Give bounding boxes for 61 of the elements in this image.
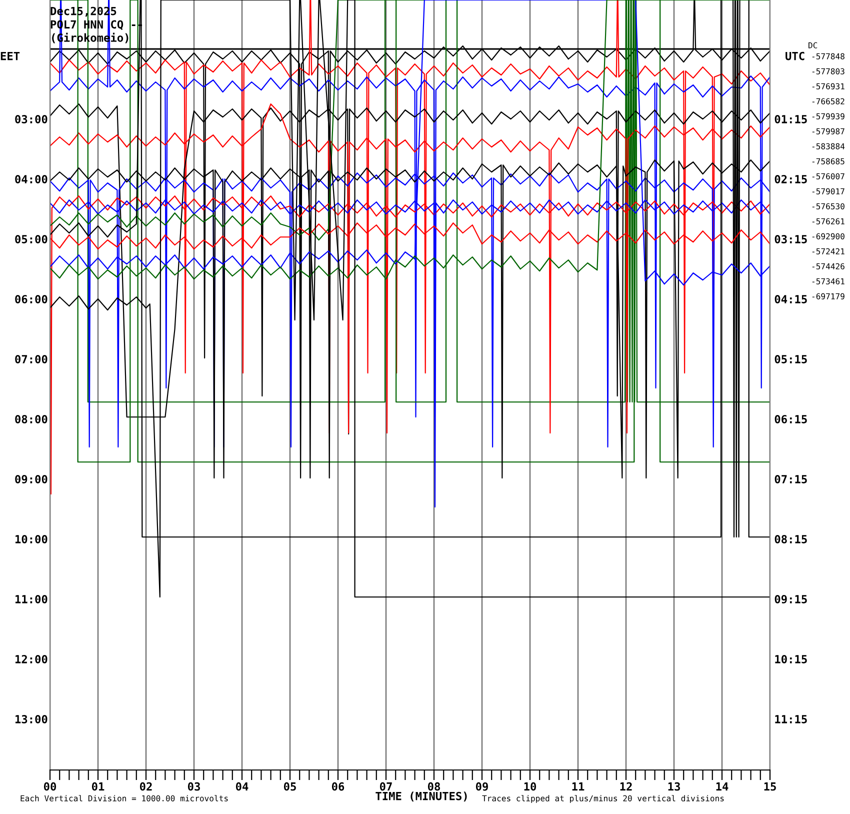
y-tick-label: 09:00 xyxy=(15,474,48,484)
x-tick-label: 05 xyxy=(284,782,296,791)
x-tick-label: 04 xyxy=(236,782,248,791)
x-tick-label: 14 xyxy=(716,782,728,791)
y2-tick-label: 08:15 xyxy=(774,534,807,544)
y-tick-label: 06:00 xyxy=(15,294,48,304)
text: -576261 xyxy=(812,218,844,224)
text: -583884 xyxy=(812,143,845,150)
y-tick-label: 03:00 xyxy=(15,114,48,124)
y2-tick-label: 06:15 xyxy=(774,414,807,424)
x-tick-label: 00 xyxy=(44,782,56,791)
text: -576007 xyxy=(812,173,844,180)
x-tick-label: 03 xyxy=(188,782,200,791)
text: -579017 xyxy=(812,188,844,194)
text: -576530 xyxy=(812,203,844,210)
y2-tick-label: 02:15 xyxy=(774,174,807,184)
x-tick-label: 06 xyxy=(332,782,344,791)
y-tick-label: 11:00 xyxy=(15,594,48,604)
text: -573461 xyxy=(812,278,844,284)
y2-tick-label: 10:15 xyxy=(775,654,807,664)
y2-tick-label: 03:15 xyxy=(774,234,807,244)
y2-tick-label: 11:15 xyxy=(775,715,807,724)
y-tick-label: 13:00 xyxy=(15,714,48,724)
y2-tick-label: 04:15 xyxy=(774,294,807,304)
x-tick-label: 09 xyxy=(476,782,488,791)
x-axis-title: TIME (MINUTES) xyxy=(376,792,467,802)
x-tick-label: 08 xyxy=(428,782,440,791)
y-tick-label: 08:00 xyxy=(15,414,48,424)
y2-tick-label: 09:15 xyxy=(774,594,807,604)
x-tick-label: 10 xyxy=(524,782,536,791)
x-tick-label: 02 xyxy=(140,782,152,791)
y-axis-title: EET xyxy=(0,52,20,60)
x-tick-label: 07 xyxy=(380,782,392,791)
x-tick-label: 15 xyxy=(764,782,776,791)
text: -576931 xyxy=(812,83,844,90)
text: Each Vertical Division = 1000.00 microvolts xyxy=(20,795,228,802)
y-tick-label: 04:00 xyxy=(15,174,48,184)
text: -579987 xyxy=(812,128,844,134)
y2-axis-title: UTC xyxy=(786,52,804,60)
text: -697179 xyxy=(812,293,844,300)
text: DC xyxy=(808,42,818,48)
y2-tick-label: 05:15 xyxy=(774,354,807,364)
text: Traces clipped at plus/minus 20 vertical divisions xyxy=(482,795,724,803)
y-tick-label: 05:00 xyxy=(15,234,48,244)
y-tick-label: 07:00 xyxy=(15,354,48,364)
text: -579939 xyxy=(812,113,844,120)
x-tick-label: 13 xyxy=(668,782,680,791)
y2-tick-label: 01:15 xyxy=(774,114,807,124)
text: -766582 xyxy=(812,98,844,104)
y-tick-label: 12:00 xyxy=(15,654,48,664)
text: -692900 xyxy=(812,233,844,240)
text: -577848 xyxy=(812,53,844,60)
text: -572421 xyxy=(812,248,844,254)
y2-tick-label: 07:15 xyxy=(774,474,807,484)
x-tick-label: 12 xyxy=(620,782,632,791)
text: -758685 xyxy=(812,158,844,164)
x-tick-label: 11 xyxy=(572,782,584,791)
text: -577803 xyxy=(812,68,844,74)
x-tick-label: 01 xyxy=(92,782,104,791)
y-tick-label: 10:00 xyxy=(15,534,48,544)
text: -574426 xyxy=(812,263,844,270)
